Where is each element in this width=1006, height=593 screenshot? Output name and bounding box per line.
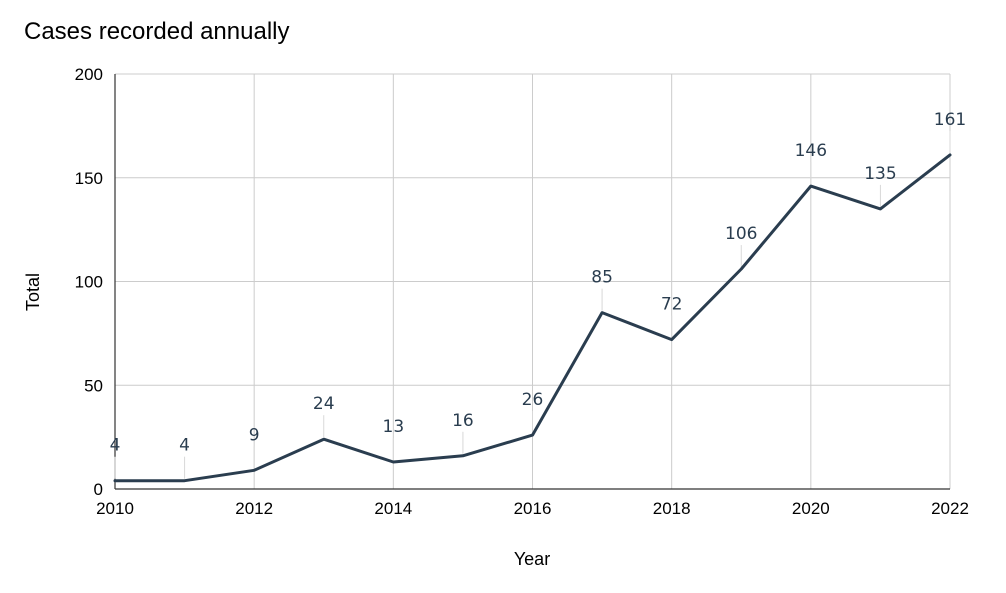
axes <box>114 74 950 490</box>
x-tick-label: 2020 <box>792 499 830 518</box>
label-leader-lines <box>114 130 951 479</box>
data-label: 9 <box>249 425 260 445</box>
y-tick-label: 200 <box>75 65 103 84</box>
x-tick-label: 2016 <box>514 499 552 518</box>
y-tick-labels: 0 50 100 150 200 <box>75 65 103 499</box>
series-line <box>113 153 952 483</box>
data-label: 24 <box>313 394 335 414</box>
x-tick-label: 2014 <box>374 499 412 518</box>
y-tick-label: 0 <box>94 480 103 499</box>
chart-title: Cases recorded annually <box>24 18 290 45</box>
y-tick-label: 100 <box>75 273 103 292</box>
data-label: 106 <box>725 224 757 244</box>
data-label: 72 <box>661 295 683 315</box>
x-tick-labels: 2010 2012 2014 2016 2018 2020 2022 <box>96 499 969 518</box>
x-axis-label: Year <box>514 549 550 569</box>
data-label: 161 <box>934 110 966 130</box>
data-label: 85 <box>591 268 613 288</box>
y-tick-label: 150 <box>75 169 103 188</box>
data-label: 16 <box>452 411 474 431</box>
data-label: 4 <box>110 436 121 456</box>
gridlines <box>115 73 951 489</box>
x-tick-label: 2010 <box>96 499 134 518</box>
data-label: 13 <box>383 417 405 437</box>
data-label: 4 <box>179 436 190 456</box>
data-label: 26 <box>522 390 544 410</box>
data-label: 135 <box>864 164 896 184</box>
x-tick-label: 2018 <box>653 499 691 518</box>
y-axis-label: Total <box>23 273 43 311</box>
data-labels: 4 4 9 24 13 16 26 85 72 106 146 135 161 <box>110 110 967 456</box>
data-label: 146 <box>795 141 827 161</box>
x-tick-label: 2022 <box>931 499 969 518</box>
x-tick-label: 2012 <box>235 499 273 518</box>
y-tick-label: 50 <box>84 376 103 395</box>
